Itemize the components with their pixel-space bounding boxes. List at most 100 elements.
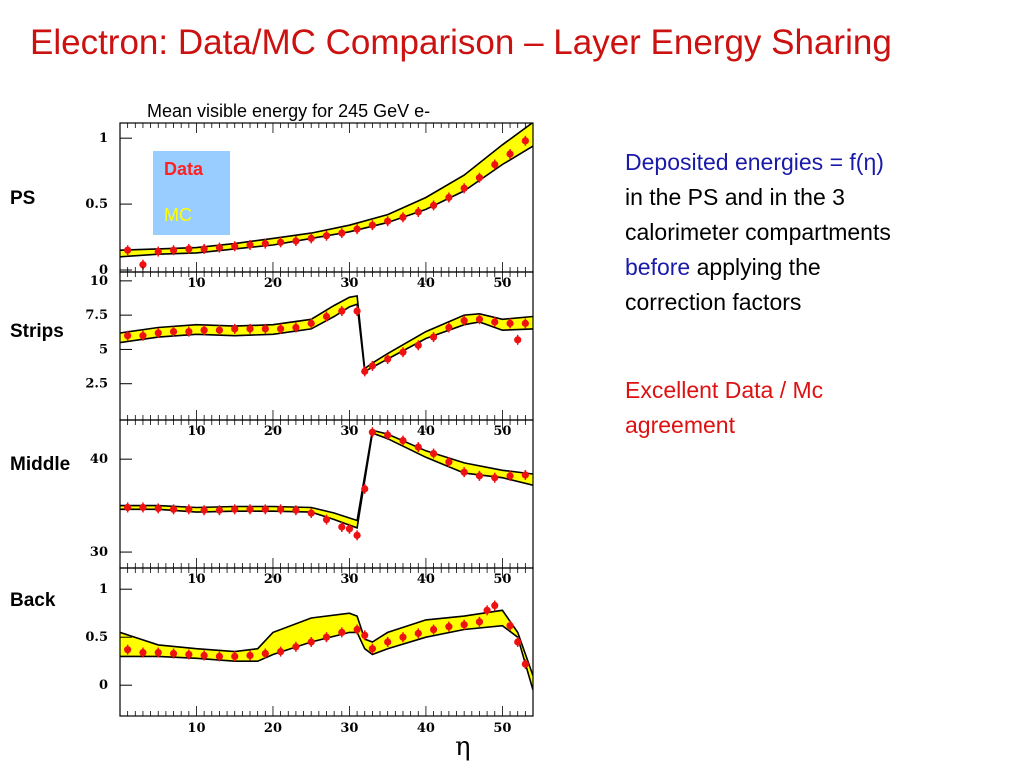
data-point bbox=[506, 472, 514, 480]
x-tick-label: 40 bbox=[417, 572, 435, 587]
data-point bbox=[521, 660, 529, 668]
data-point bbox=[414, 208, 422, 216]
mc-edge-low-strips bbox=[120, 303, 533, 373]
data-point bbox=[261, 649, 269, 658]
mc-edge-low-ps bbox=[120, 145, 533, 258]
x-tick-label: 10 bbox=[187, 276, 205, 291]
mc-band-strips bbox=[120, 295, 533, 372]
data-point bbox=[169, 328, 178, 336]
data-point bbox=[491, 474, 499, 482]
data-point bbox=[277, 505, 285, 513]
y-tick-label-strips: 10 bbox=[90, 274, 108, 289]
data-point bbox=[399, 213, 407, 221]
y-tick-label-strips: 5 bbox=[99, 342, 108, 357]
data-point bbox=[506, 319, 514, 327]
panel-label-strips: Strips bbox=[10, 321, 64, 342]
x-axis-label: η bbox=[455, 732, 471, 762]
data-point bbox=[185, 505, 193, 513]
data-point bbox=[124, 646, 132, 654]
data-point bbox=[475, 618, 484, 626]
data-point bbox=[345, 525, 354, 533]
data-point bbox=[384, 638, 392, 646]
data-point bbox=[384, 217, 392, 225]
data-point bbox=[139, 332, 147, 340]
notes-line-5: correction factors bbox=[625, 289, 802, 315]
notes-line-3: calorimeter compartments bbox=[625, 219, 891, 245]
data-point bbox=[154, 504, 162, 512]
data-point bbox=[414, 629, 422, 637]
x-tick-label: 30 bbox=[340, 424, 358, 439]
x-tick-label-bottom: 40 bbox=[417, 721, 435, 736]
data-point bbox=[414, 443, 422, 451]
data-point bbox=[521, 319, 529, 327]
notes-line-4: before applying the bbox=[625, 250, 1005, 285]
data-point bbox=[514, 336, 522, 344]
x-tick-label: 20 bbox=[264, 572, 282, 587]
data-point bbox=[231, 505, 239, 513]
x-tick-label: 30 bbox=[340, 276, 358, 291]
notes-deposited: Deposited energies bbox=[625, 149, 824, 175]
data-point bbox=[353, 531, 361, 539]
data-point bbox=[368, 362, 376, 370]
panel-label-back: Back bbox=[10, 590, 56, 611]
slide-title: Electron: Data/MC Comparison – Layer Ene… bbox=[30, 23, 892, 62]
data-point bbox=[185, 650, 193, 659]
data-point bbox=[491, 601, 499, 610]
data-point bbox=[322, 232, 331, 240]
data-point bbox=[361, 631, 369, 639]
data-point bbox=[246, 325, 254, 333]
notes-line-1: Deposited energies = f(η) bbox=[625, 145, 1005, 180]
data-point bbox=[483, 606, 491, 614]
data-point bbox=[353, 625, 361, 634]
x-tick-label-bottom: 20 bbox=[264, 721, 282, 736]
panel-label-middle: Middle bbox=[10, 454, 71, 475]
data-point bbox=[200, 326, 208, 334]
data-point bbox=[139, 503, 147, 512]
slide-notes: Deposited energies = f(η) in the PS and … bbox=[625, 145, 1005, 443]
panel-frame-middle bbox=[119, 419, 534, 569]
data-point bbox=[292, 323, 300, 332]
x-tick-label: 30 bbox=[340, 572, 358, 587]
data-point bbox=[154, 329, 162, 337]
data-point bbox=[307, 638, 315, 646]
y-tick-label-middle: 40 bbox=[90, 452, 108, 467]
data-point bbox=[460, 468, 468, 476]
data-point bbox=[169, 649, 178, 658]
data-point bbox=[292, 506, 300, 514]
data-point bbox=[322, 515, 331, 524]
data-point bbox=[277, 238, 285, 246]
data-point bbox=[506, 622, 514, 630]
data-point bbox=[368, 428, 376, 436]
data-point bbox=[200, 245, 208, 253]
data-point bbox=[185, 245, 193, 253]
data-point bbox=[246, 241, 254, 249]
data-point bbox=[429, 201, 438, 210]
data-point bbox=[338, 628, 346, 637]
mc-edge-high-back bbox=[120, 609, 533, 676]
y-tick-label-middle: 30 bbox=[90, 545, 108, 560]
data-point bbox=[399, 633, 407, 641]
notes-agreement-1: Excellent Data / Mc bbox=[625, 377, 824, 403]
mc-band-back bbox=[120, 610, 533, 690]
data-point bbox=[399, 436, 407, 445]
mc-band-middle bbox=[120, 430, 533, 528]
data-point bbox=[460, 317, 468, 325]
y-tick-label-strips: 7.5 bbox=[85, 308, 108, 323]
data-point bbox=[384, 431, 392, 439]
data-point bbox=[521, 471, 529, 479]
x-tick-label: 40 bbox=[417, 276, 435, 291]
data-point bbox=[307, 319, 315, 327]
data-point bbox=[445, 193, 453, 202]
data-point bbox=[491, 318, 499, 326]
data-point bbox=[200, 506, 208, 514]
legend-entry-data: Data bbox=[164, 159, 204, 179]
data-point bbox=[361, 367, 369, 375]
data-point bbox=[215, 506, 224, 514]
data-point bbox=[185, 328, 193, 336]
data-point bbox=[338, 523, 346, 531]
data-point bbox=[231, 652, 239, 661]
data-point bbox=[384, 355, 392, 363]
x-tick-label: 20 bbox=[264, 276, 282, 291]
data-point bbox=[460, 184, 468, 192]
data-point bbox=[514, 638, 522, 646]
